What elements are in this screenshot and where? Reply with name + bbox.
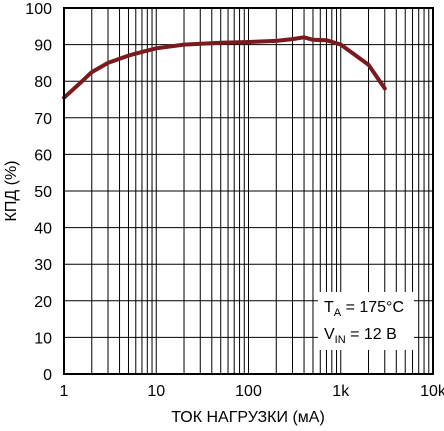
annotation-background	[318, 292, 414, 350]
y-tick-label: 50	[34, 184, 52, 201]
x-tick-label: 10	[147, 383, 165, 400]
annotation-ta-sub: A	[334, 307, 342, 319]
x-tick-labels: 1 10 100 1k 10k	[60, 383, 444, 400]
annotation-ta: TA = 175°C	[324, 299, 404, 319]
y-tick-label: 60	[34, 147, 52, 164]
y-tick-label: 90	[34, 38, 52, 55]
x-axis-title: ТОК НАГРУЗКИ (мА)	[171, 409, 325, 426]
x-tick-label: 100	[235, 383, 262, 400]
plot-frame	[63, 7, 434, 375]
y-tick-label: 40	[34, 221, 52, 238]
annotation-ta-value: = 175°C	[341, 299, 404, 316]
efficiency-line	[62, 35, 387, 100]
y-tick-label: 0	[43, 367, 52, 384]
y-tick-labels: 0 10 20 30 40 50 60 70 80 90 100	[25, 1, 52, 384]
annotation-ta-main: T	[324, 299, 334, 316]
x-tick-label: 10k	[420, 383, 444, 400]
annotation-vin: VIN = 12 В	[324, 326, 397, 346]
y-tick-label: 100	[25, 1, 52, 18]
x-tick-label: 1	[60, 383, 69, 400]
y-tick-label: 20	[34, 294, 52, 311]
y-tick-label: 30	[34, 257, 52, 274]
y-tick-label: 10	[34, 330, 52, 347]
annotation-vin-sub: IN	[335, 334, 346, 346]
y-axis-title: КПД (%)	[3, 161, 20, 222]
annotation-vin-main: V	[324, 326, 335, 343]
x-tick-label: 1k	[332, 383, 350, 400]
y-tick-label: 80	[34, 74, 52, 91]
y-tick-label: 70	[34, 111, 52, 128]
annotation-vin-value: = 12 В	[346, 326, 397, 343]
